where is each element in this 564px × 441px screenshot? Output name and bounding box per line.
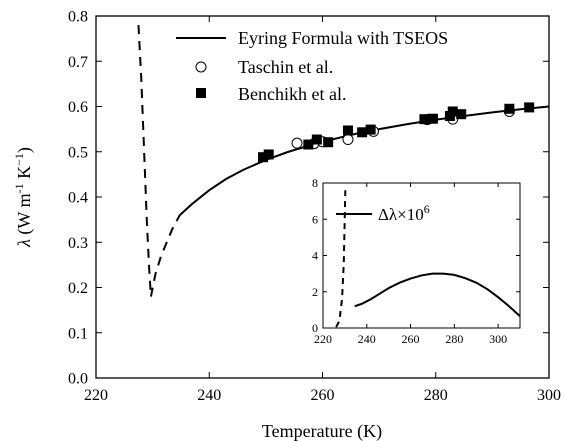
main-x-tick-labels: 220 240 260 280 300 bbox=[84, 387, 561, 404]
y-axis-label-m-exp: -1 bbox=[12, 183, 26, 193]
main-curve-segment-3 bbox=[179, 105, 550, 216]
legend-label-benchikh: Benchikh et al. bbox=[238, 84, 346, 104]
inset-y-tick-label: 8 bbox=[312, 176, 318, 190]
benchikh-point bbox=[342, 125, 353, 136]
benchikh-point bbox=[456, 109, 467, 120]
main-y-tick-label: 0.6 bbox=[68, 99, 88, 116]
main-y-tick-label: 0.1 bbox=[68, 325, 88, 342]
main-x-tick-label: 240 bbox=[197, 387, 221, 404]
main-y-tick-label: 0.8 bbox=[68, 9, 88, 26]
legend-label-taschin: Taschin et al. bbox=[238, 57, 333, 77]
inset-x-tick-label: 260 bbox=[402, 332, 420, 346]
inset-x-tick-label: 300 bbox=[489, 332, 507, 346]
main-curve bbox=[137, 24, 550, 297]
taschin-point bbox=[291, 137, 303, 149]
main-x-tick-label: 300 bbox=[537, 387, 561, 404]
benchikh-point bbox=[365, 124, 376, 135]
main-ticks bbox=[95, 15, 550, 379]
benchikh-point bbox=[447, 106, 458, 117]
benchikh-point bbox=[258, 152, 269, 163]
inset-legend-symbol: Δλ×10 bbox=[378, 205, 424, 224]
main-y-tick-label: 0.4 bbox=[68, 190, 88, 207]
inset-y-tick-label: 0 bbox=[312, 321, 318, 335]
taschin-point bbox=[342, 134, 354, 146]
x-axis-label: Temperature (K) bbox=[262, 421, 382, 441]
main-y-tick-labels: 0.0 0.1 0.2 0.3 0.4 0.5 0.6 0.7 0.8 bbox=[68, 9, 88, 388]
y-axis-label-k-exp: −1 bbox=[12, 153, 26, 166]
inset-y-tick-labels: 0 2 4 6 8 bbox=[312, 176, 318, 335]
y-axis-label-lambda: λ bbox=[14, 239, 34, 248]
benchikh-point bbox=[357, 127, 368, 138]
inset-y-tick-label: 6 bbox=[312, 212, 318, 226]
benchikh-point bbox=[419, 114, 430, 125]
inset-legend-label: Δλ×106 bbox=[378, 202, 430, 224]
benchikh-point bbox=[323, 137, 334, 148]
inset-frame bbox=[322, 182, 521, 329]
benchikh-point bbox=[303, 139, 314, 150]
inset-x-tick-label: 220 bbox=[314, 332, 332, 346]
main-plot: 220 240 260 280 300 0.00.10.20.30.40.50.60.7… bbox=[12, 9, 561, 441]
y-axis-label-k: K bbox=[14, 166, 34, 184]
y-axis-label-units-close: ) bbox=[14, 147, 35, 153]
main-y-tick-label: 0.2 bbox=[68, 280, 88, 297]
main-curve-segment-2 bbox=[149, 214, 181, 297]
main-markers bbox=[258, 102, 535, 163]
legend-label-eyring: Eyring Formula with TSEOS bbox=[238, 28, 448, 48]
benchikh-point bbox=[263, 149, 274, 160]
inset-legend: Δλ×106 bbox=[336, 202, 430, 224]
benchikh-point bbox=[427, 113, 438, 124]
y-axis-label: λ (W m-1 K−1) bbox=[12, 147, 35, 248]
inset-y-tick-label: 4 bbox=[312, 249, 318, 263]
inset-x-tick-labels: 220 240 260 280 300 bbox=[314, 332, 507, 346]
inset-y-tick-label: 2 bbox=[312, 285, 318, 299]
y-axis-label-units-open: (W m bbox=[14, 193, 35, 239]
legend-marker-taschin bbox=[195, 61, 207, 73]
main-x-tick-label: 220 bbox=[84, 387, 108, 404]
main-y-tick-label: 0.7 bbox=[68, 54, 88, 71]
inset-legend-exponent: 6 bbox=[424, 202, 430, 216]
main-x-tick-label: 280 bbox=[424, 387, 448, 404]
inset-curve-segment-1 bbox=[335, 190, 347, 328]
inset-x-tick-label: 280 bbox=[445, 332, 463, 346]
legend: Eyring Formula with TSEOS Taschin et al.… bbox=[176, 28, 448, 104]
main-curve-segment-1 bbox=[137, 24, 152, 297]
main-y-tick-label: 0.5 bbox=[68, 144, 88, 161]
main-x-tick-label: 260 bbox=[311, 387, 335, 404]
legend-marker-benchikh bbox=[196, 88, 206, 98]
benchikh-point bbox=[504, 103, 515, 114]
inset-x-tick-label: 240 bbox=[358, 332, 376, 346]
inset-ticks bbox=[322, 182, 520, 329]
benchikh-point bbox=[311, 134, 322, 145]
inset-curve-segment-2 bbox=[354, 272, 521, 317]
benchikh-point bbox=[524, 102, 535, 113]
main-y-tick-label: 0.3 bbox=[68, 235, 88, 252]
main-y-tick-label: 0.0 bbox=[68, 371, 88, 388]
inset-curve bbox=[335, 190, 521, 328]
